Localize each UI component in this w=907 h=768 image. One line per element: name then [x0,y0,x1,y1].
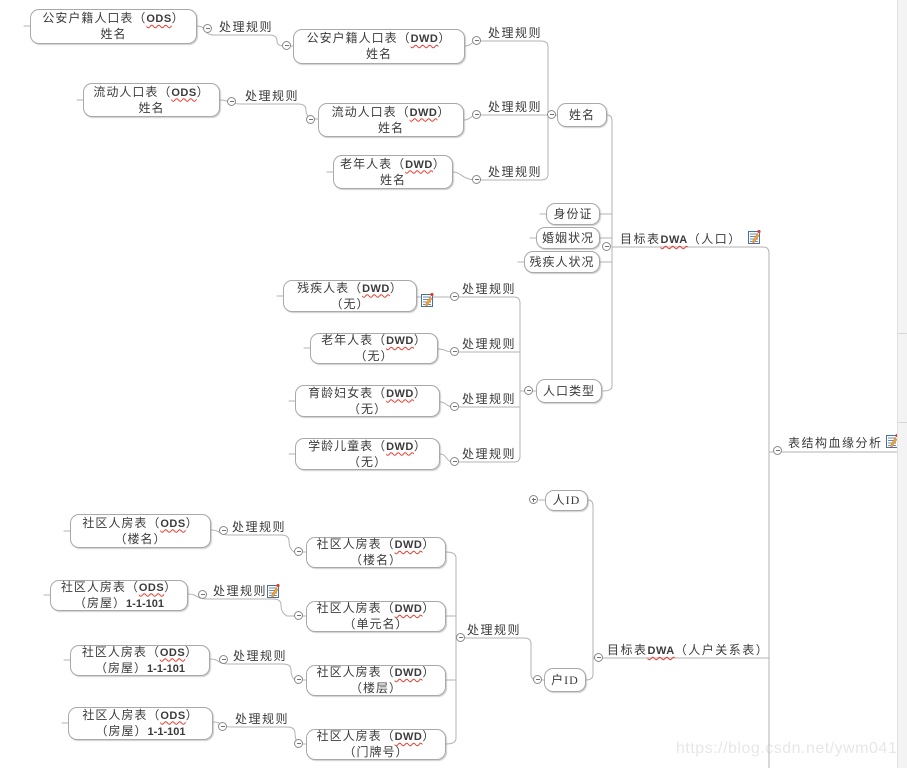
note-icon[interactable] [748,230,761,244]
node-ods-community-room-3[interactable]: 社区人房表（ODS） （房屋）1-1-101 [68,707,213,740]
rule-label-type-3[interactable]: 处理规则 [462,392,517,406]
node-field-name[interactable]: 姓名 [557,103,607,127]
collapse-button[interactable] [294,675,303,684]
node-field-person-id[interactable]: 人ID [545,490,588,511]
node-dwd-community-unit[interactable]: 社区人房表（DWD） （单元名） [306,601,446,632]
collapse-button[interactable] [450,292,459,301]
rule-label-type-2[interactable]: 处理规则 [462,337,517,351]
collapse-button[interactable] [602,242,611,251]
collapse-button[interactable] [282,41,291,50]
collapse-button[interactable] [450,402,459,411]
note-icon[interactable] [421,293,434,307]
csdn-watermark: https://blog.csdn.net/ywm041004 [676,740,907,757]
collapse-button[interactable] [524,386,533,395]
collapse-button[interactable] [450,457,459,466]
rule-label-type-4[interactable]: 处理规则 [462,447,517,461]
rule-label-ods-police[interactable]: 处理规则 [219,20,274,34]
collapse-button[interactable] [472,36,481,45]
collapse-button[interactable] [547,110,556,119]
rule-label-ods-room-1[interactable]: 处理规则 [213,584,268,598]
collapse-button[interactable] [218,722,227,731]
collapse-button[interactable] [594,653,603,662]
collapse-button[interactable] [533,675,542,684]
collapse-button[interactable] [294,739,303,748]
collapse-button[interactable] [227,97,236,106]
collapse-button[interactable] [219,655,228,664]
node-field-disability-status[interactable]: 残疾人状况 [524,251,600,273]
node-target-dwa-population[interactable]: 目标表DWA（人口） [620,232,742,246]
panel-divider [898,333,907,334]
right-edge-panel [897,0,907,768]
collapse-button[interactable] [450,347,459,356]
node-dwd-school-children-none[interactable]: 学龄儿童表（DWD） （无） [295,438,440,470]
node-ods-community-room-2[interactable]: 社区人房表（ODS） （房屋）1-1-101 [70,645,210,676]
rule-label-name-1[interactable]: 处理规则 [488,26,543,40]
node-ods-community-building[interactable]: 社区人房表（ODS） （楼名） [70,514,211,548]
rule-label-name-3[interactable]: 处理规则 [488,165,543,179]
node-ods-community-room-1[interactable]: 社区人房表（ODS） （房屋）1-1-101 [50,580,188,611]
rule-label-house-id[interactable]: 处理规则 [467,623,522,637]
node-ods-police-pop-name[interactable]: 公安户籍人口表（ODS） 姓名 [30,9,197,44]
rule-label-ods-building[interactable]: 处理规则 [232,520,287,534]
collapse-button[interactable] [773,446,782,455]
note-icon[interactable] [267,584,280,598]
rule-label-ods-migrant[interactable]: 处理规则 [245,89,300,103]
node-target-dwa-household[interactable]: 目标表DWA（人户关系表） [607,643,770,657]
node-ods-migrant-pop-name[interactable]: 流动人口表（ODS） 姓名 [83,83,220,117]
node-dwd-childbearing-women-none[interactable]: 育龄妇女表（DWD） （无） [295,385,440,417]
node-dwd-community-floor[interactable]: 社区人房表（DWD） （楼层） [306,665,446,696]
node-field-idcard[interactable]: 身份证 [546,203,600,225]
node-dwd-police-pop-name[interactable]: 公安户籍人口表（DWD） 姓名 [293,29,465,64]
rule-label-type-1[interactable]: 处理规则 [462,282,517,296]
collapse-button[interactable] [198,590,207,599]
collapse-button[interactable] [203,24,212,33]
node-field-marital-status[interactable]: 婚姻状况 [536,227,600,249]
note-icon[interactable] [886,434,899,448]
node-field-house-id[interactable]: 户ID [544,668,586,692]
node-dwd-elderly-none[interactable]: 老年人表（DWD） （无） [310,333,438,364]
node-dwd-migrant-pop-name[interactable]: 流动人口表（DWD） 姓名 [318,103,464,137]
node-root-lineage-analysis[interactable]: 表结构血缘分析 [788,436,883,450]
expand-button[interactable] [529,495,538,504]
collapse-button[interactable] [219,526,228,535]
node-dwd-community-door-number[interactable]: 社区人房表（DWD） （门牌号） [306,729,446,760]
rule-label-name-2[interactable]: 处理规则 [488,100,543,114]
rule-label-ods-room-3[interactable]: 处理规则 [235,712,290,726]
node-dwd-community-building[interactable]: 社区人房表（DWD） （楼名） [306,537,446,568]
node-dwd-disabled-none[interactable]: 残疾人表（DWD） （无） [283,280,417,312]
collapse-button[interactable] [456,633,465,642]
node-field-pop-type[interactable]: 人口类型 [536,379,602,403]
panel-divider [898,422,907,423]
collapse-button[interactable] [294,547,303,556]
collapse-button[interactable] [306,115,315,124]
collapse-button[interactable] [472,110,481,119]
node-dwd-elderly-name[interactable]: 老年人表（DWD） 姓名 [333,155,453,189]
collapse-button[interactable] [472,175,481,184]
collapse-button[interactable] [294,611,303,620]
rule-label-ods-room-2[interactable]: 处理规则 [233,649,288,663]
